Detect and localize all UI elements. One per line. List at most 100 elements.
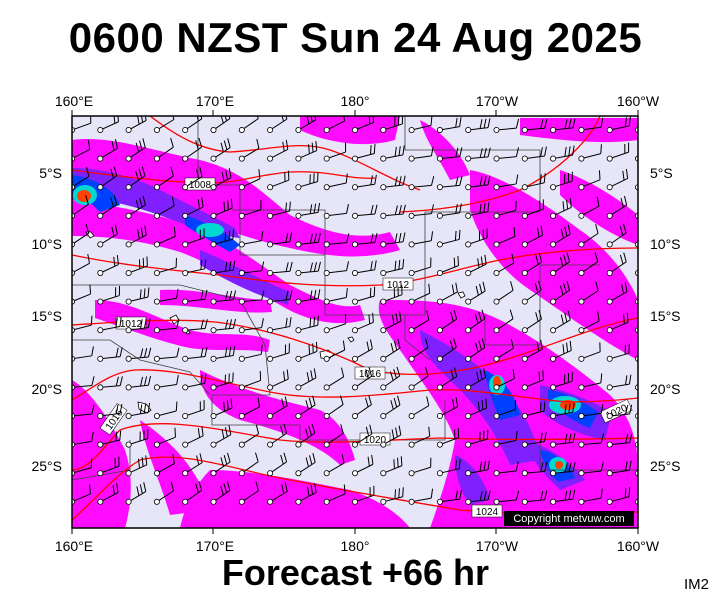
wind-barb — [465, 490, 491, 505]
wind-barb — [465, 429, 489, 448]
wind-barb — [238, 290, 265, 305]
wind-barb — [465, 118, 491, 133]
lat-label: 20°S — [31, 381, 62, 397]
wind-barb — [323, 204, 349, 219]
wind-barb — [521, 252, 543, 276]
forecast-label: Forecast +66 hr — [221, 552, 490, 593]
wind-barb — [267, 424, 288, 448]
wind-barb — [380, 175, 406, 191]
wind-barb — [550, 433, 576, 448]
wind-barb — [295, 141, 318, 162]
wind-barb — [295, 368, 317, 391]
lat-label: 15°S — [31, 308, 62, 324]
eez-boundaries — [72, 116, 638, 481]
wind-barb — [323, 367, 345, 391]
axis-ticks — [71, 110, 639, 534]
wind-barb — [352, 144, 376, 162]
wind-barb — [380, 285, 403, 305]
wind-barb — [521, 462, 548, 477]
wind-barb — [72, 195, 89, 219]
wind-barb — [323, 233, 350, 248]
wind-barb — [323, 484, 346, 505]
wind-barb — [380, 395, 401, 419]
wind-barb — [606, 433, 633, 448]
wind-barb — [465, 460, 490, 477]
wind-barb — [182, 453, 203, 477]
wind-barb — [606, 252, 627, 276]
wind-barb — [578, 117, 604, 133]
wind-barb — [380, 425, 402, 448]
lon-label: 170°E — [196, 93, 234, 109]
wind-barb — [436, 229, 461, 248]
lon-label: 170°E — [196, 538, 234, 554]
wind-barb — [97, 255, 119, 276]
wind-barb — [238, 231, 264, 248]
lon-label: 170°W — [476, 93, 519, 109]
lon-label: 160°E — [55, 538, 93, 554]
wind-barb — [408, 338, 429, 362]
wind-barb — [436, 459, 461, 477]
wind-barb — [295, 289, 321, 305]
wind-barb — [267, 317, 292, 334]
wind-barb — [635, 494, 638, 505]
wind-barb — [182, 259, 207, 276]
wind-barb — [493, 147, 519, 162]
wind-barb — [380, 116, 404, 133]
wind-barb — [352, 366, 373, 391]
wind-barb — [578, 252, 599, 276]
wind-barb — [72, 484, 91, 505]
wind-barb — [436, 203, 462, 219]
lat-label: 15°S — [650, 308, 681, 324]
wind-barb — [238, 481, 259, 505]
lat-label: 10°S — [650, 236, 681, 252]
lon-label: 180° — [341, 93, 370, 109]
wind-barb — [493, 369, 515, 391]
wind-barb — [295, 202, 321, 219]
wind-barb — [408, 488, 434, 505]
image-tag: IM2 — [683, 576, 709, 593]
wind-barb — [521, 280, 542, 305]
wind-barb — [72, 284, 92, 305]
wind-barb — [153, 481, 175, 505]
lat-label: 10°S — [31, 236, 62, 252]
isobar-label-1012-a: 1012 — [387, 280, 410, 291]
wind-barb — [125, 195, 146, 219]
wind-barb — [238, 318, 264, 334]
wind-barb — [521, 118, 548, 133]
wind-barb — [238, 397, 261, 419]
wind-barb — [465, 338, 486, 362]
rainfall-layer — [72, 116, 638, 528]
wind-barb — [578, 196, 600, 219]
wind-barb — [72, 253, 90, 276]
wind-barb — [493, 253, 515, 276]
wind-barb — [210, 481, 231, 505]
wind-barb — [408, 231, 434, 248]
wind-barb — [606, 195, 628, 219]
wind-barb — [210, 318, 236, 334]
isobar-label-1016-a: 1016 — [359, 369, 382, 380]
wind-barb — [295, 483, 317, 505]
wind-barb — [578, 342, 601, 362]
wind-barb — [436, 367, 458, 391]
wind-barb — [210, 260, 236, 276]
right-latitude-labels: 5°S 10°S 15°S 20°S 25°S — [650, 165, 681, 474]
lat-label: 25°S — [650, 458, 681, 474]
wind-barb — [408, 426, 431, 448]
wind-barb — [238, 138, 260, 162]
wind-barb — [436, 147, 463, 162]
wind-barb — [97, 403, 123, 419]
wind-barb — [323, 261, 349, 276]
wind-barb — [323, 424, 344, 448]
wind-barb — [550, 224, 571, 248]
wind-barb — [550, 145, 575, 162]
wind-barb — [493, 281, 514, 305]
chart-title: 0600 NZST Sun 24 Aug 2025 — [68, 14, 643, 61]
wind-barb — [267, 290, 293, 305]
wind-barb — [125, 166, 146, 191]
wind-barb — [493, 227, 516, 248]
wind-barb — [125, 455, 148, 477]
copyright-text: Copyright metvuw.com — [513, 513, 624, 525]
wind-barb — [606, 116, 631, 133]
wind-barb — [521, 173, 546, 191]
wind-barb — [606, 343, 630, 362]
